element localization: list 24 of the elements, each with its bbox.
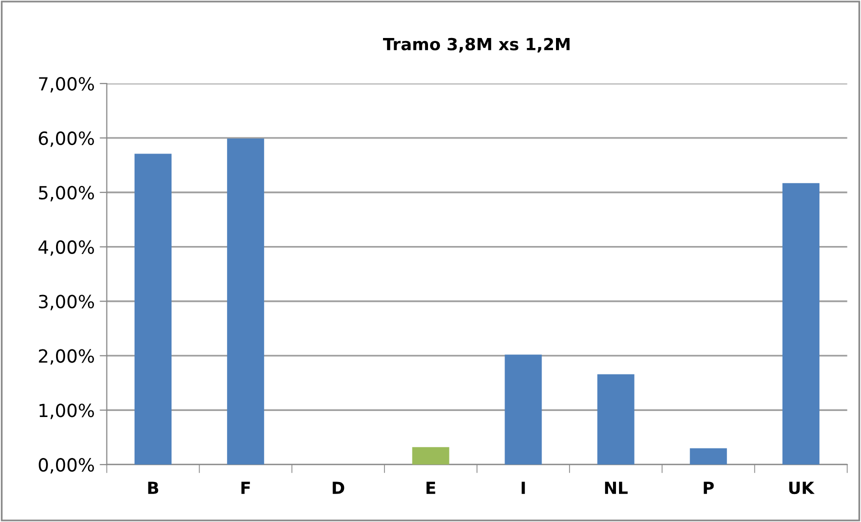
y-tick-label: 2,00% (38, 349, 94, 365)
bar (134, 154, 172, 465)
bar (412, 447, 450, 465)
bar (690, 448, 727, 465)
y-tick-label: 5,00% (38, 186, 94, 202)
chart-title: Tramo 3,8M xs 1,2M (383, 38, 570, 53)
y-tick-label: 6,00% (38, 131, 94, 147)
x-tick-label: B (148, 482, 158, 494)
x-tick-label: D (332, 482, 344, 494)
bar (227, 138, 264, 465)
x-tick-label: P (704, 482, 714, 494)
x-tick-label: NL (605, 482, 628, 494)
y-tick-label: 7,00% (39, 76, 94, 92)
x-tick-label: UK (789, 482, 815, 494)
y-tick-label: 0,00% (38, 458, 94, 474)
y-tick-label: 3,00% (38, 294, 94, 310)
x-tick-label: E (426, 482, 436, 494)
x-tick-label: F (241, 482, 250, 494)
bar (782, 183, 820, 465)
y-tick-label: 4,00% (38, 240, 94, 256)
y-tick-label: 1,00% (40, 404, 94, 420)
bar (597, 374, 634, 465)
x-tick-label: I (522, 482, 525, 494)
bar (504, 354, 542, 465)
